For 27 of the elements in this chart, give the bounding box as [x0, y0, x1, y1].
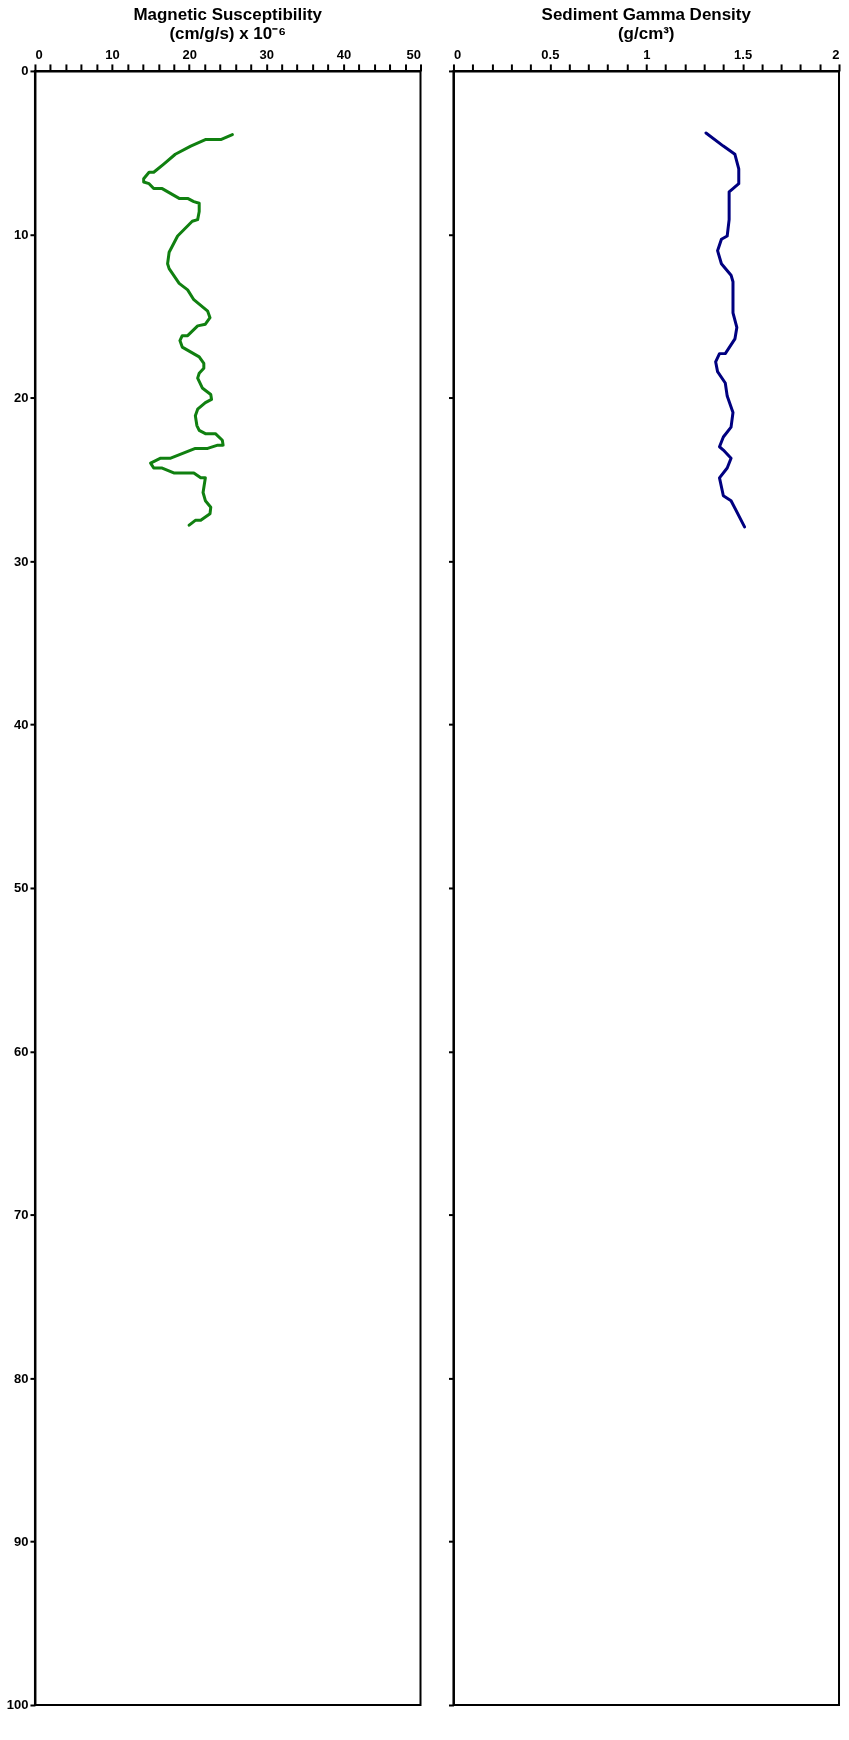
x-tick-label: 40 — [336, 47, 352, 63]
x-tick-label: 50 — [406, 47, 421, 63]
y-tick-label: 0 — [21, 63, 29, 79]
y-tick-label: 90 — [14, 1534, 29, 1550]
x-tick-label: 30 — [259, 47, 274, 63]
x-tick-label: 1.5 — [734, 47, 753, 63]
y-tick-label: 60 — [14, 1043, 29, 1059]
y-tick-label: 70 — [14, 1207, 29, 1223]
chart-title: Magnetic Susceptibility — [133, 4, 323, 24]
y-tick-label: 80 — [14, 1370, 29, 1386]
chart-subtitle: (g/cm³) — [617, 23, 675, 43]
x-tick-label: 0 — [453, 47, 462, 63]
x-tick-label: 0 — [35, 47, 43, 63]
y-tick-label: 20 — [14, 390, 29, 406]
y-tick-label: 100 — [6, 1697, 29, 1713]
x-tick-label: 10 — [105, 47, 120, 63]
x-tick-label: 0.5 — [541, 47, 560, 63]
y-tick-label: 40 — [14, 717, 29, 733]
chart-subtitle: (cm/g/s) x 10⁻⁶ — [169, 23, 287, 43]
y-tick-label: 50 — [14, 880, 29, 896]
y-tick-label: 10 — [14, 226, 29, 242]
x-tick-label: 1 — [643, 47, 651, 63]
line-series — [142, 133, 234, 527]
chart-title: Sediment Gamma Density — [541, 4, 752, 24]
x-tick-label: 20 — [182, 47, 197, 63]
y-tick-label: 30 — [14, 553, 29, 569]
x-tick-label: 2 — [832, 47, 840, 63]
